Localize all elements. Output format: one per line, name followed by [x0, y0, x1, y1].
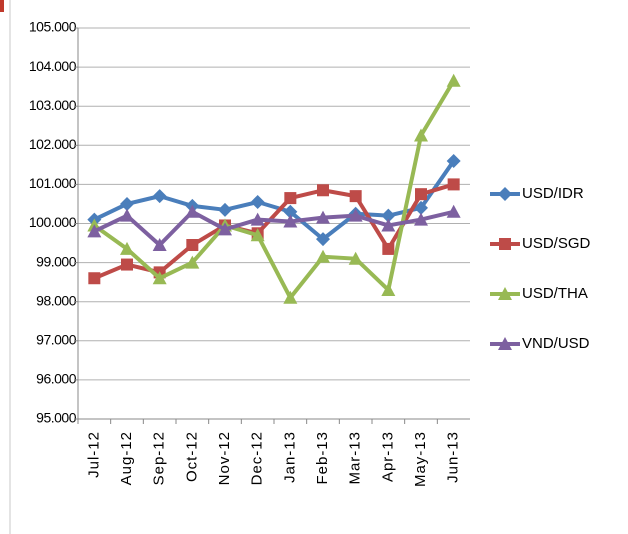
- marker: [446, 153, 461, 168]
- y-tick-label: 102.000: [29, 136, 77, 152]
- marker: [120, 241, 134, 255]
- marker: [316, 249, 330, 263]
- x-tick-label: Sep-12: [151, 431, 168, 485]
- y-tick-label: 96.000: [36, 371, 77, 387]
- marker: [283, 204, 298, 219]
- x-tick-label: Aug-12: [118, 431, 135, 485]
- marker: [185, 204, 200, 218]
- series-line: [93, 209, 455, 248]
- legend-marker: [498, 337, 512, 350]
- marker: [218, 222, 232, 236]
- marker: [348, 208, 363, 222]
- series-line: [93, 79, 456, 300]
- legend-label: USD/THA: [522, 285, 588, 302]
- marker: [250, 228, 265, 242]
- marker: [446, 73, 461, 87]
- marker: [316, 232, 330, 247]
- marker: [316, 210, 330, 224]
- legend-label: USD/IDR: [522, 185, 584, 202]
- x-tick-label: Feb-13: [314, 431, 331, 485]
- corner-mark: [0, 0, 4, 12]
- marker: [120, 208, 134, 222]
- marker: [185, 255, 200, 269]
- marker: [348, 251, 363, 265]
- y-tick-label: 101.000: [29, 175, 77, 191]
- y-tick-label: 98.000: [36, 292, 77, 308]
- y-tick-label: 104.000: [29, 58, 77, 74]
- marker: [381, 218, 396, 232]
- y-tick-label: 97.000: [36, 332, 77, 348]
- marker: [284, 192, 297, 205]
- marker: [317, 184, 329, 197]
- x-tick-label: Dec-12: [249, 431, 266, 485]
- x-tick-label: Jun-13: [445, 431, 462, 483]
- marker: [447, 178, 460, 191]
- marker: [415, 188, 427, 201]
- marker: [446, 204, 461, 218]
- x-tick-label: Jul-12: [85, 431, 102, 478]
- y-tick-label: 95.000: [36, 410, 77, 426]
- y-tick-label: 99.000: [36, 253, 77, 269]
- legend-marker: [498, 187, 512, 201]
- marker: [152, 271, 167, 285]
- legend-marker: [498, 287, 512, 300]
- marker: [88, 272, 101, 285]
- legend-label: USD/SGD: [522, 235, 591, 252]
- marker: [120, 196, 134, 211]
- marker: [414, 212, 428, 226]
- marker: [283, 214, 298, 228]
- marker: [349, 190, 362, 203]
- marker: [414, 200, 428, 215]
- legend-label: VND/USD: [522, 335, 590, 352]
- marker: [250, 194, 265, 209]
- x-tick-label: Jan-13: [281, 431, 298, 483]
- marker: [186, 239, 199, 252]
- marker: [250, 212, 265, 226]
- x-tick-label: Oct-12: [183, 431, 200, 482]
- y-tick-label: 103.000: [29, 97, 77, 113]
- y-tick-label: 100.000: [29, 214, 77, 230]
- y-tick-label: 105.000: [29, 19, 77, 35]
- legend-marker: [499, 238, 511, 250]
- x-tick-label: Mar-13: [347, 431, 364, 485]
- marker: [121, 258, 133, 271]
- marker: [87, 224, 102, 238]
- x-tick-label: May-13: [412, 431, 429, 487]
- marker: [381, 208, 396, 223]
- marker: [283, 290, 298, 304]
- marker: [152, 238, 167, 252]
- marker: [382, 242, 395, 255]
- x-tick-label: Apr-13: [379, 431, 396, 482]
- marker: [414, 128, 428, 142]
- marker: [218, 202, 232, 217]
- marker: [152, 189, 167, 204]
- x-tick-label: Nov-12: [216, 431, 233, 485]
- marker: [381, 282, 396, 296]
